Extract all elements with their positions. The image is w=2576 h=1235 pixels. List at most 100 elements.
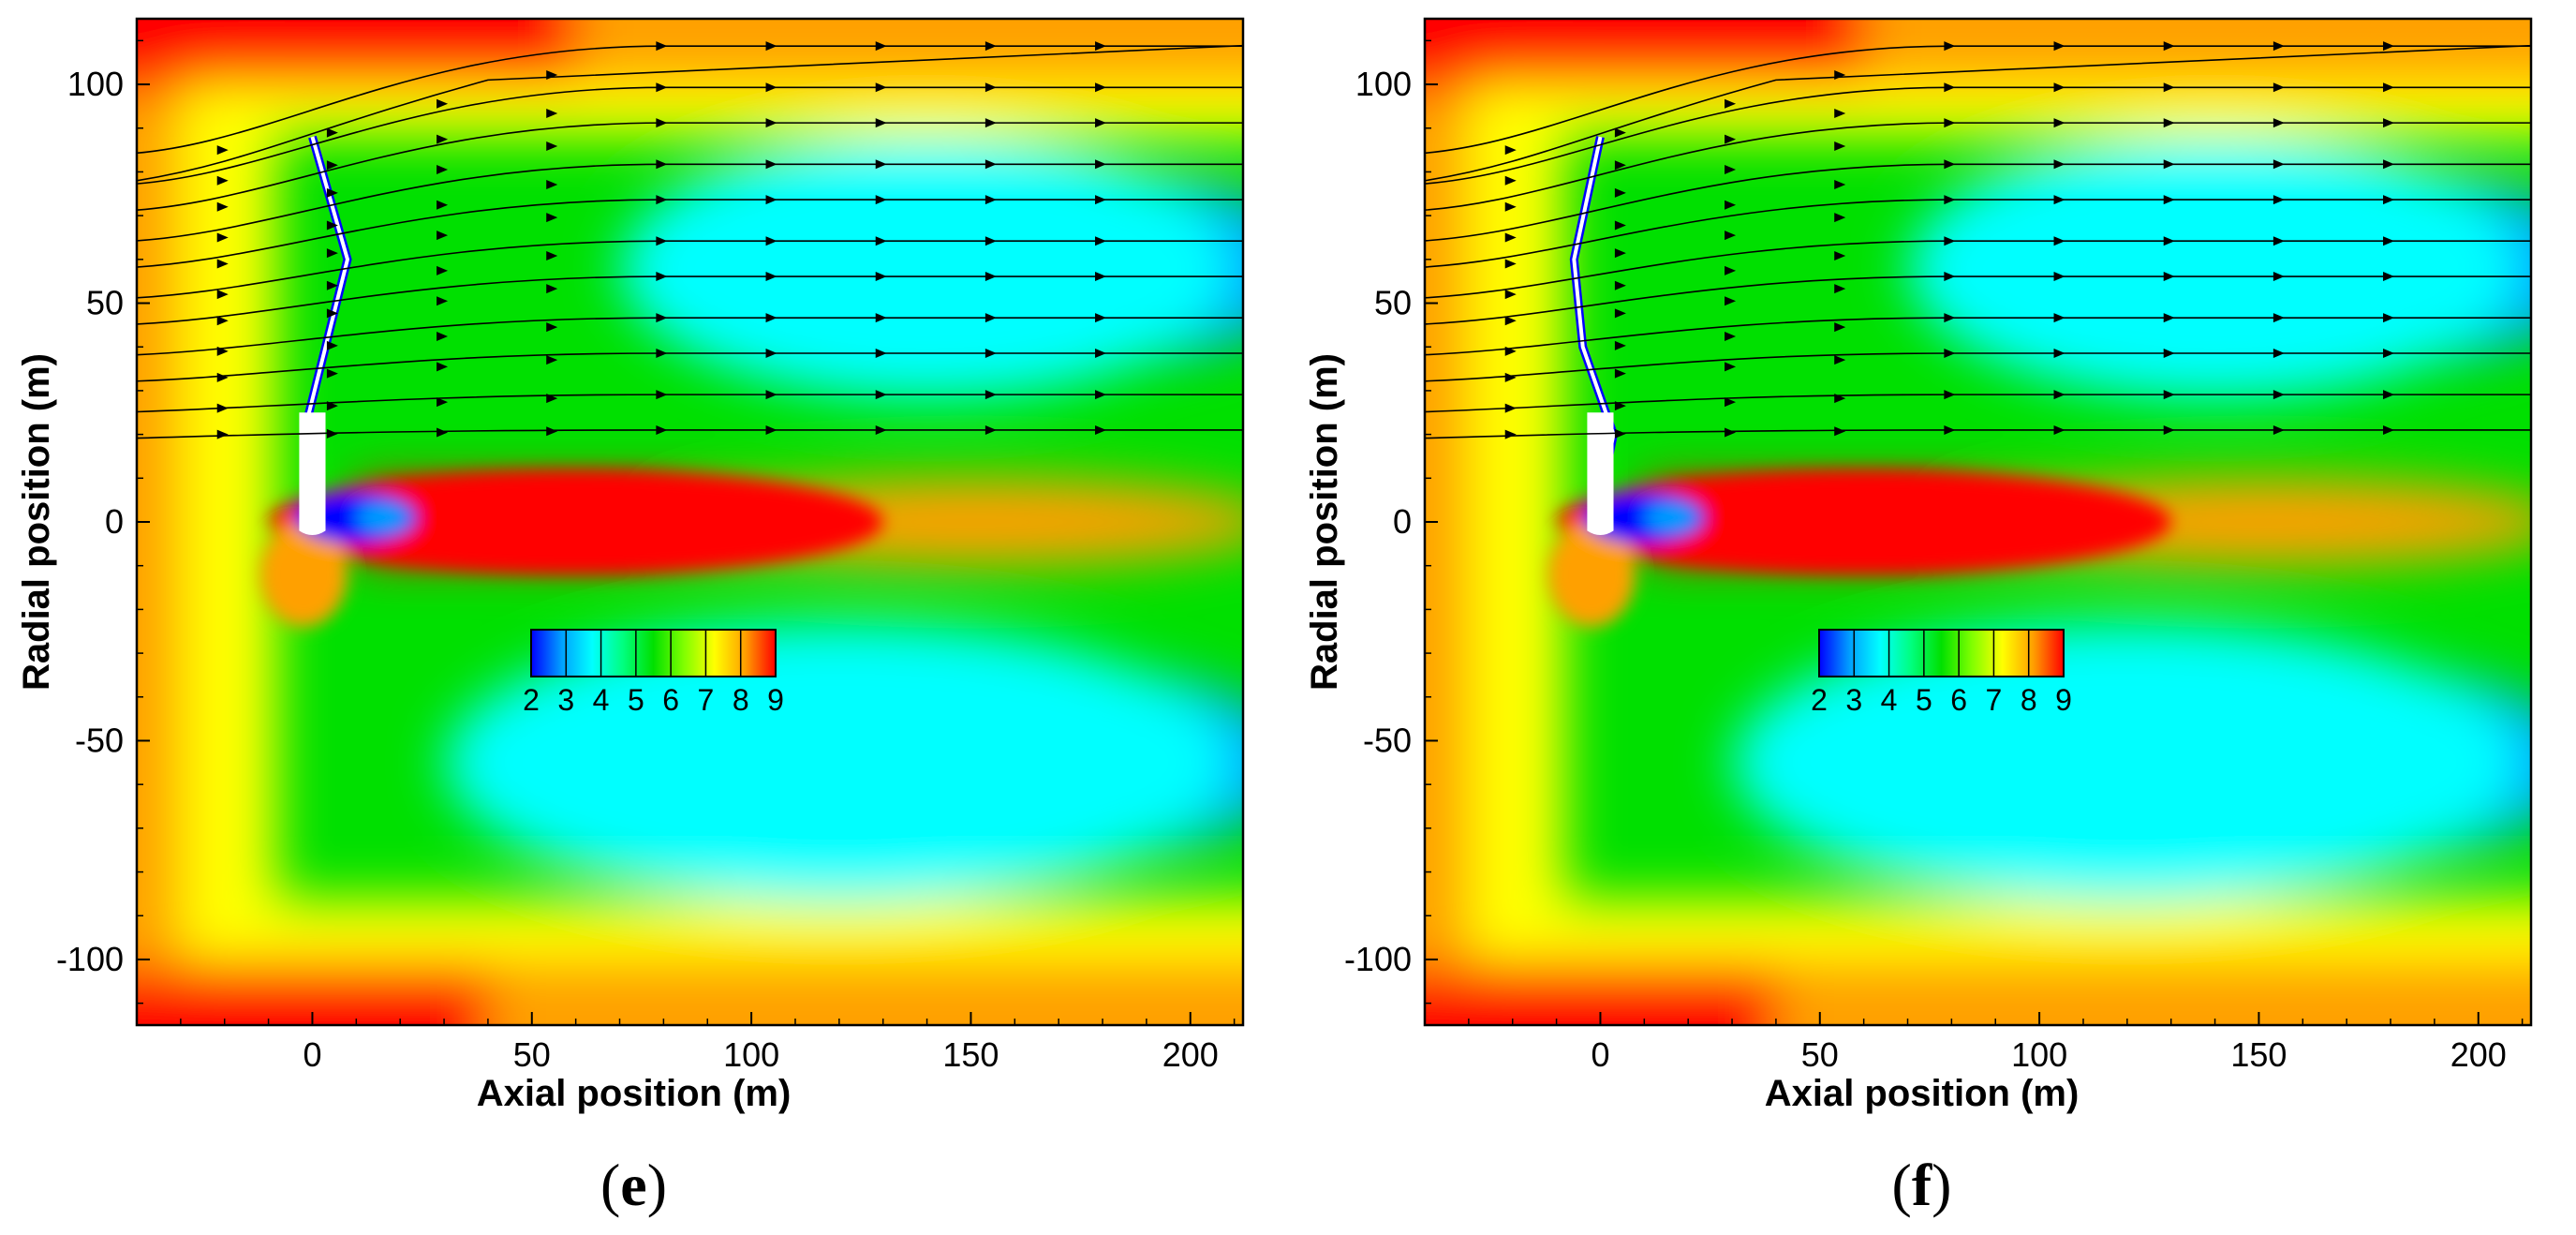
streamline-arrow <box>546 426 558 437</box>
streamline-arrow <box>875 272 887 282</box>
colorbar-tick-label: 4 <box>593 683 610 717</box>
streamline-arrow <box>1614 428 1626 439</box>
streamline-top <box>1425 44 2531 182</box>
streamline-arrow <box>1725 134 1737 144</box>
streamline <box>1425 163 2531 242</box>
streamline-arrow <box>1504 259 1517 269</box>
streamline-arrow <box>2053 313 2065 323</box>
streamline <box>137 163 1243 242</box>
streamline-arrow <box>326 220 338 231</box>
streamline-arrow <box>765 390 777 400</box>
streamline-arrow <box>437 200 449 210</box>
streamline-arrow <box>216 372 229 382</box>
streamline-arrow <box>1095 313 1107 323</box>
streamline-arrow <box>216 429 229 439</box>
streamline-arrow <box>1725 397 1737 408</box>
streamline-arrow <box>326 127 338 138</box>
streamline-arrow <box>2053 159 2065 170</box>
colorbar-tick-label: 9 <box>767 683 784 717</box>
streamline-arrow <box>2163 348 2175 358</box>
panel-label-paren-close: ) <box>647 1152 667 1218</box>
streamline-arrow <box>2273 390 2285 400</box>
streamline-arrow <box>656 390 668 400</box>
streamline-arrow <box>2163 424 2175 435</box>
streamline-arrow <box>1944 390 1956 400</box>
streamline-arrow <box>1504 403 1517 413</box>
streamline-arrow <box>2273 82 2285 93</box>
streamline-arrow <box>1834 213 1846 223</box>
streamline-arrow <box>765 424 777 435</box>
hub-lightblue <box>1644 504 1697 531</box>
streamline-arrow <box>546 179 558 189</box>
streamline-arrow <box>1834 284 1846 294</box>
streamline-arrow <box>2383 348 2395 358</box>
streamline-arrow <box>216 403 229 413</box>
streamline-arrow <box>437 134 449 144</box>
streamline-arrow <box>437 332 449 342</box>
colorbar-tick-label: 7 <box>1986 683 2003 717</box>
streamline-arrow <box>2053 195 2065 205</box>
streamline-arrow <box>546 141 558 152</box>
root-orange <box>259 522 348 628</box>
panel-label-paren-open: ( <box>600 1152 620 1218</box>
streamline-arrow <box>326 280 338 290</box>
streamline <box>1425 317 2531 356</box>
x-tick-label: 50 <box>513 1035 551 1074</box>
streamline <box>137 240 1243 299</box>
streamline-arrow <box>1504 429 1517 439</box>
streamline-arrow <box>985 424 997 435</box>
streamline-arrow <box>656 41 668 52</box>
streamline-arrow <box>1725 98 1737 109</box>
streamline-arrow <box>1504 346 1517 356</box>
streamline-arrow <box>1504 290 1517 300</box>
streamline-arrow <box>875 82 887 93</box>
y-tick-label: -100 <box>56 940 124 978</box>
panel-label: (e) <box>600 1152 667 1218</box>
hub-jet-red <box>1556 469 2171 575</box>
streamline-arrow <box>765 313 777 323</box>
streamline <box>1425 86 2531 185</box>
streamline-arrow <box>1725 231 1737 241</box>
streamline-arrow <box>875 313 887 323</box>
streamline-arrow <box>1834 251 1846 261</box>
panel-label-letter: e <box>620 1152 646 1218</box>
streamline-arrow <box>656 313 668 323</box>
streamline-arrow <box>2163 118 2175 128</box>
x-tick-label: 150 <box>2230 1035 2287 1074</box>
streamline <box>137 86 1243 185</box>
colorbar-tick-label: 6 <box>662 683 679 717</box>
streamline-arrow <box>1095 390 1107 400</box>
streamline-arrow <box>656 159 668 170</box>
streamline-arrow <box>2163 41 2175 52</box>
streamline <box>137 275 1243 325</box>
streamline-arrow <box>326 160 338 171</box>
colorbar-tick-label: 6 <box>1950 683 1967 717</box>
streamline-arrow <box>985 159 997 170</box>
y-tick-label: 0 <box>105 502 124 541</box>
x-tick-label: 0 <box>303 1035 321 1074</box>
lower-wake-cyan <box>444 622 1235 903</box>
colorbar-tick-label: 2 <box>1811 683 1828 717</box>
y-tick-label: 100 <box>67 65 124 103</box>
streamline-arrow <box>985 118 997 128</box>
hub-lightblue <box>356 504 409 531</box>
streamline-arrow <box>2053 348 2065 358</box>
streamline-arrow <box>765 159 777 170</box>
panel-label-paren-open: ( <box>1892 1152 1912 1218</box>
panel-label-paren-close: ) <box>1932 1152 1951 1218</box>
streamline-arrow <box>1944 159 1956 170</box>
streamline-arrow <box>1944 424 1956 435</box>
streamline <box>137 317 1243 356</box>
streamline-arrow <box>1725 362 1737 372</box>
streamline-arrow <box>765 118 777 128</box>
x-axis-title: Axial position (m) <box>477 1073 792 1114</box>
streamline-arrow <box>2053 41 2065 52</box>
x-tick-label: 0 <box>1591 1035 1609 1074</box>
streamlines <box>137 41 1243 439</box>
streamline-arrow <box>2383 424 2395 435</box>
colorbar-gradient <box>530 629 777 677</box>
streamline-arrow <box>1725 332 1737 342</box>
streamline <box>137 352 1243 382</box>
streamline <box>1425 122 2531 211</box>
